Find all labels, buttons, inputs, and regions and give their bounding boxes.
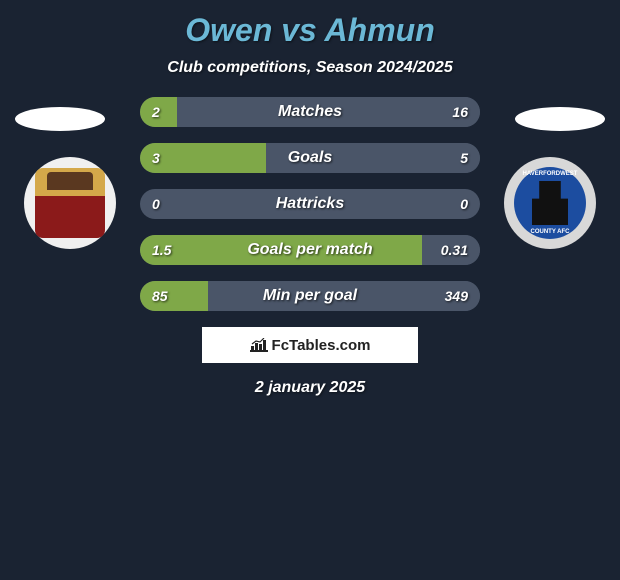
stat-value-left: 85 [152, 288, 168, 304]
stat-value-left: 2 [152, 104, 160, 120]
stat-value-left: 1.5 [152, 242, 171, 258]
club-badge-right: HAVERFORDWEST COUNTY AFC [504, 157, 596, 249]
attribution-text: FcTables.com [272, 337, 371, 354]
page-title: Owen vs Ahmun [0, 0, 620, 49]
stat-label: Min per goal [140, 287, 480, 305]
stat-label: Goals per match [140, 241, 480, 259]
stat-bars: Matches2 16 Goals3 5 Hattricks0 0 Goals per ma… [140, 97, 480, 311]
stat-value-right: 349 [445, 288, 468, 304]
date-label: 2 january 2025 [0, 379, 620, 397]
badge-text-bottom: COUNTY AFC [531, 229, 570, 235]
stat-row: Hattricks0 0 [140, 189, 480, 219]
stat-value-left: 3 [152, 150, 160, 166]
stat-value-left: 0 [152, 196, 160, 212]
chart-icon [250, 338, 268, 352]
subtitle: Club competitions, Season 2024/2025 [0, 59, 620, 77]
comparison-panel: HAVERFORDWEST COUNTY AFC Matches2 16 Goals… [0, 97, 620, 397]
stat-label: Goals [140, 149, 480, 167]
stat-label: Hattricks [140, 195, 480, 213]
flag-left [15, 107, 105, 131]
stat-value-right: 16 [452, 104, 468, 120]
stat-value-right: 0.31 [441, 242, 468, 258]
stat-row: Matches2 16 [140, 97, 480, 127]
stat-row: Goals3 5 [140, 143, 480, 173]
crest-icon [35, 168, 105, 238]
flag-right [515, 107, 605, 131]
castle-icon: HAVERFORDWEST COUNTY AFC [514, 167, 586, 239]
club-badge-left [24, 157, 116, 249]
stat-value-right: 0 [460, 196, 468, 212]
stat-row: Min per goal85 349 [140, 281, 480, 311]
attribution-badge: FcTables.com [202, 327, 418, 363]
badge-text-top: HAVERFORDWEST [523, 171, 578, 177]
stat-row: Goals per match1.5 0.31 [140, 235, 480, 265]
stat-value-right: 5 [460, 150, 468, 166]
stat-label: Matches [140, 103, 480, 121]
